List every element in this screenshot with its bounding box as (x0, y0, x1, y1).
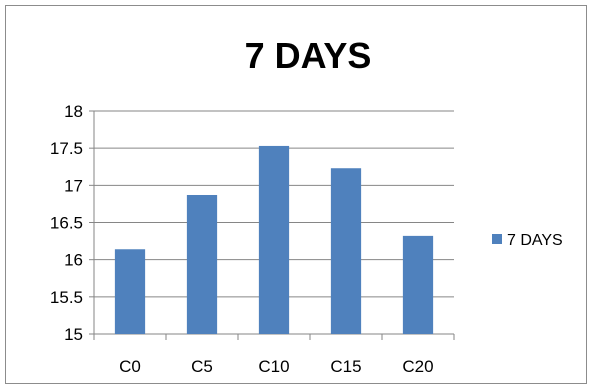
y-tick-label-0: 15 (64, 325, 83, 344)
bars (114, 145, 434, 334)
y-tick-label-1: 15.5 (50, 288, 83, 307)
x-tick-label-c15: C15 (330, 357, 361, 376)
y-tick-label-6: 18 (64, 102, 83, 121)
chart-frame (5, 5, 587, 384)
y-tick-label-2: 16 (64, 251, 83, 270)
bar-c20 (402, 235, 434, 334)
y-tick-label-4: 17 (64, 176, 83, 195)
legend-swatch (492, 234, 502, 244)
bar-c0 (114, 249, 146, 334)
x-tick-labels: C0 C5 C10 C15 C20 (119, 357, 433, 376)
legend: 7 DAYS (492, 232, 563, 249)
bar-c10 (258, 145, 290, 334)
y-tick-labels: 15 15.5 16 16.5 17 17.5 18 (50, 102, 83, 344)
x-tick-label-c5: C5 (191, 357, 213, 376)
y-tick-label-3: 16.5 (50, 214, 83, 233)
bar-c15 (330, 168, 362, 334)
legend-label: 7 DAYS (507, 232, 563, 249)
bar-c5 (186, 194, 218, 334)
y-tick-label-5: 17.5 (50, 139, 83, 158)
chart-title: 7 DAYS (245, 35, 372, 76)
x-tick-label-c10: C10 (258, 357, 289, 376)
x-tick-label-c0: C0 (119, 357, 141, 376)
x-tick-label-c20: C20 (402, 357, 433, 376)
